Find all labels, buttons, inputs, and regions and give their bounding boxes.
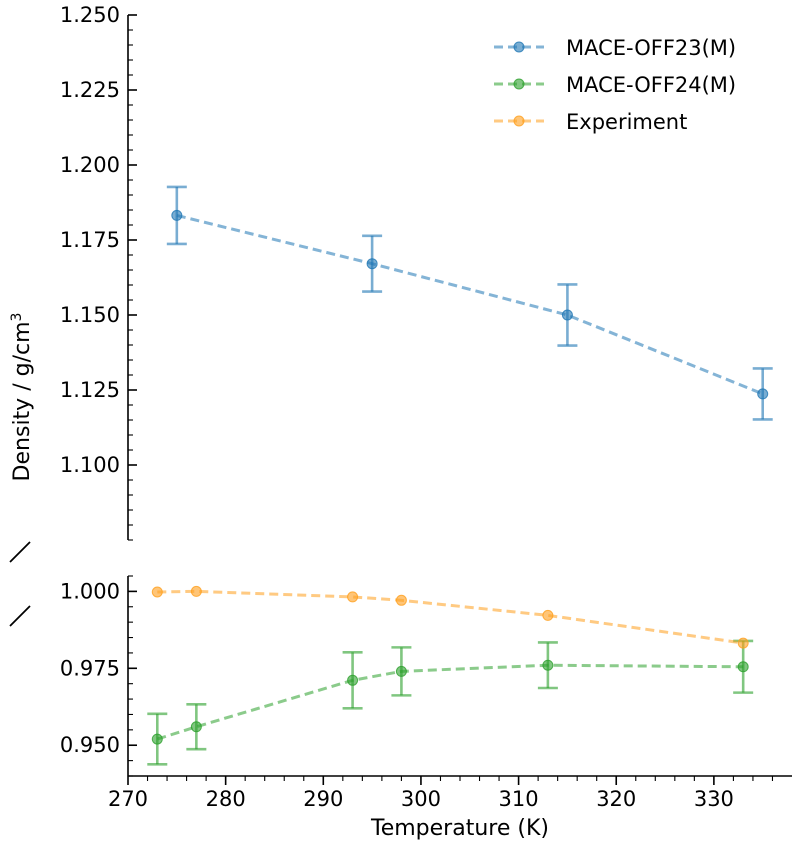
x-tick-label: 330 xyxy=(694,787,734,811)
data-point xyxy=(347,674,359,686)
legend-label: MACE-OFF24(M) xyxy=(566,73,736,97)
y-axis-title-main: Density / g/cm xyxy=(10,321,35,481)
legend-label: Experiment xyxy=(566,110,687,134)
data-point xyxy=(190,721,202,733)
data-point xyxy=(171,209,183,221)
data-point xyxy=(757,388,769,400)
data-point xyxy=(347,591,359,603)
series-line xyxy=(156,663,744,741)
data-point xyxy=(395,594,407,606)
series-mace-off24-m- xyxy=(147,639,754,766)
data-point xyxy=(366,258,378,270)
y-tick-label: 1.100 xyxy=(60,453,120,477)
legend-marker xyxy=(513,41,525,53)
y-tick-label: 1.000 xyxy=(60,579,120,603)
data-point xyxy=(737,637,749,649)
data-point xyxy=(737,661,749,673)
data-point xyxy=(190,585,202,597)
y-axis-title: Density / g/cm3 xyxy=(9,313,35,482)
y-tick-label: 1.150 xyxy=(60,303,120,327)
legend-entry: MACE-OFF23(M) xyxy=(494,36,736,60)
series-line xyxy=(176,213,764,396)
series-line xyxy=(157,589,744,645)
x-tick-label: 300 xyxy=(401,787,441,811)
data-point xyxy=(395,665,407,677)
x-axis-title: Temperature (K) xyxy=(370,816,549,841)
legend: MACE-OFF23(M) MACE-OFF24(M) Experiment xyxy=(494,36,736,134)
data-point xyxy=(151,733,163,745)
data-point xyxy=(561,309,573,321)
series-experiment xyxy=(151,585,749,649)
legend-marker xyxy=(513,115,525,127)
y-tick-label: 0.950 xyxy=(60,733,120,757)
x-tick-label: 290 xyxy=(303,787,343,811)
series-mace-off23-m- xyxy=(166,185,773,421)
y-tick-label: 0.975 xyxy=(60,656,120,680)
legend-marker xyxy=(513,78,525,90)
y-tick-label: 1.125 xyxy=(60,378,120,402)
axis-break-mark-top xyxy=(9,541,31,563)
legend-label: MACE-OFF23(M) xyxy=(566,36,736,60)
y-axis-title-superscript: 3 xyxy=(9,313,25,322)
y-tick-label: 1.225 xyxy=(60,78,120,102)
y-tick-label: 1.250 xyxy=(60,3,120,27)
x-tick-label: 280 xyxy=(206,787,246,811)
y-tick-label: 1.200 xyxy=(60,153,120,177)
y-tick-label: 1.175 xyxy=(60,228,120,252)
data-point xyxy=(542,659,554,671)
x-tick-label: 270 xyxy=(108,787,148,811)
x-tick-label: 320 xyxy=(596,787,636,811)
x-tick-label: 310 xyxy=(499,787,539,811)
legend-entry: MACE-OFF24(M) xyxy=(494,73,736,97)
data-point xyxy=(151,586,163,598)
axis-break-mark-bottom xyxy=(9,605,31,627)
data-point xyxy=(542,609,554,621)
legend-entry: Experiment xyxy=(494,110,687,134)
